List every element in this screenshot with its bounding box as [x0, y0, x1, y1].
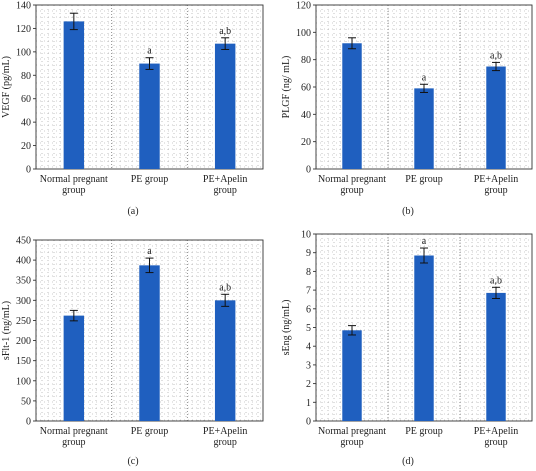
panel-label: (c) [127, 456, 138, 467]
y-tick-label: 3 [306, 360, 311, 371]
x-tick-label: Normal pregnant [318, 174, 386, 185]
y-tick-label: 250 [16, 316, 31, 327]
significance-label: a [422, 236, 427, 247]
y-axis-label: sFlt-1 (ng/mL) [1, 301, 12, 360]
y-tick-label: 1 [306, 398, 311, 409]
x-tick-label: PE+Apelin [203, 426, 248, 437]
bar [342, 43, 362, 170]
significance-label: a [422, 72, 427, 83]
y-tick-label: 100 [16, 376, 31, 387]
y-tick-label: 4 [306, 342, 311, 353]
x-tick-label: PE+Apelin [474, 426, 519, 437]
x-tick-label: group [213, 185, 236, 196]
bar [63, 21, 85, 170]
y-tick-label: 200 [16, 336, 31, 347]
y-tick-label: 450 [16, 236, 31, 247]
bar [486, 292, 506, 421]
y-tick-label: 100 [296, 28, 311, 39]
y-tick-label: 9 [306, 248, 311, 259]
y-tick-label: 150 [16, 356, 31, 367]
x-tick-label: group [213, 437, 236, 448]
x-tick-label: Normal pregnant [40, 174, 108, 185]
y-tick-label: 100 [16, 47, 31, 58]
bar [414, 255, 434, 421]
significance-label: a,b [490, 50, 502, 61]
y-tick-label: 20 [301, 137, 311, 148]
x-tick-label: PE group [131, 174, 169, 185]
y-axis-label: PLGF (ng/ mL) [281, 56, 292, 119]
significance-label: a [147, 46, 152, 57]
x-tick-label: group [484, 185, 507, 196]
significance-label: a [147, 246, 152, 257]
x-tick-label: group [340, 185, 363, 196]
panel-label: (a) [127, 206, 138, 217]
x-tick-label: PE group [405, 174, 443, 185]
y-tick-label: 40 [301, 110, 311, 121]
y-tick-label: 20 [21, 141, 31, 152]
x-tick-label: group [62, 437, 85, 448]
bar [63, 315, 85, 421]
x-tick-label: group [484, 437, 507, 448]
y-axis-label: sEng (ng/mL) [281, 300, 292, 356]
x-tick-label: group [62, 185, 85, 196]
y-axis-label: VEGF (pg/mL) [1, 56, 12, 118]
significance-label: a,b [219, 26, 231, 37]
y-tick-label: 300 [16, 296, 31, 307]
bar [414, 88, 434, 169]
y-tick-label: 400 [16, 256, 31, 267]
significance-label: a,b [490, 275, 502, 286]
y-tick-label: 2 [306, 379, 311, 390]
y-tick-label: 120 [296, 1, 311, 12]
x-tick-label: PE group [131, 426, 169, 437]
bar [139, 265, 160, 421]
y-tick-label: 0 [26, 417, 31, 428]
bar [486, 66, 506, 169]
significance-label: a,b [219, 282, 231, 293]
x-tick-label: PE+Apelin [474, 174, 519, 185]
bar [342, 330, 362, 421]
panel-label: (d) [402, 456, 414, 467]
y-tick-label: 10 [301, 230, 311, 241]
x-tick-label: PE+Apelin [203, 174, 248, 185]
y-tick-label: 5 [306, 323, 311, 334]
panel-label: (b) [402, 206, 414, 217]
y-tick-label: 7 [306, 286, 311, 297]
bar [214, 300, 236, 421]
x-tick-label: Normal pregnant [40, 426, 108, 437]
y-tick-label: 60 [21, 94, 31, 105]
y-tick-label: 120 [16, 24, 31, 35]
y-tick-label: 350 [16, 276, 31, 287]
y-tick-label: 0 [306, 165, 311, 176]
x-tick-label: PE group [405, 426, 443, 437]
y-tick-label: 40 [21, 118, 31, 129]
y-tick-label: 80 [301, 55, 311, 66]
y-tick-label: 0 [26, 165, 31, 176]
y-tick-label: 60 [301, 83, 311, 94]
bar [139, 63, 160, 170]
y-tick-label: 6 [306, 304, 311, 315]
x-tick-label: group [340, 437, 363, 448]
y-tick-label: 80 [21, 71, 31, 82]
y-tick-label: 8 [306, 267, 311, 278]
y-tick-label: 50 [21, 396, 31, 407]
chart-panel-3: 0 50 100 150 200 250 300 350 400 450 Normal pregna… [1, 236, 264, 467]
x-tick-label: Normal pregnant [318, 426, 386, 437]
y-tick-label: 140 [16, 1, 31, 12]
bar [214, 43, 236, 169]
y-tick-label: 0 [306, 417, 311, 428]
